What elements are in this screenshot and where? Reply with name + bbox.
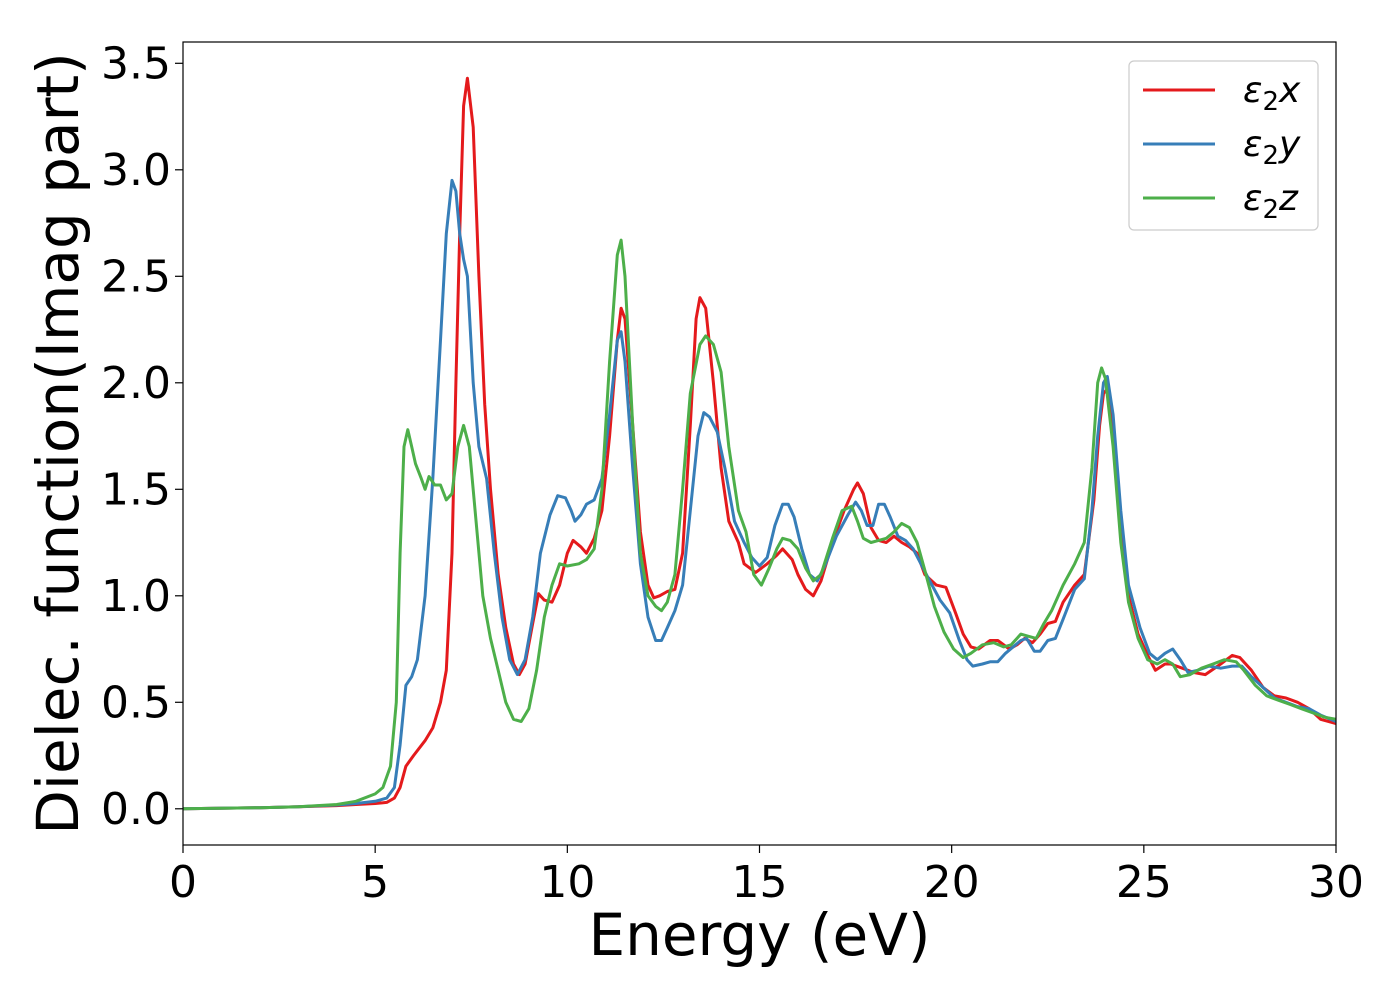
- legend-label: ε2x: [1243, 70, 1301, 117]
- x-tick-label: 5: [361, 857, 389, 908]
- y-tick-label: 3.0: [101, 145, 171, 196]
- series-layer: [183, 76, 1336, 811]
- legend-entry-x: ε2x: [1143, 70, 1301, 117]
- y-axis-ticks: 0.0 0.5 1.0 1.5 2.0 2.5 3.0 3.5: [101, 38, 183, 835]
- x-tick-label: 0: [169, 857, 197, 908]
- legend-box: [1128, 60, 1319, 231]
- legend-entry-y: ε2y: [1143, 124, 1301, 171]
- x-axis-ticks: 0 5 10 15 20 25 30: [169, 845, 1364, 908]
- legend-entries: ε2x ε2y ε2z: [1143, 70, 1301, 225]
- legend-entry-z: ε2z: [1143, 178, 1299, 225]
- y-tick-label: 2.0: [101, 358, 171, 409]
- y-tick-label: 0.5: [101, 677, 171, 728]
- y-axis-title: Dielec. function(Imag part): [24, 52, 92, 835]
- y-tick-label: 1.0: [101, 571, 171, 622]
- x-tick-label: 10: [539, 857, 595, 908]
- x-tick-label: 15: [732, 857, 788, 908]
- x-tick-label: 30: [1308, 857, 1364, 908]
- x-tick-label: 25: [1116, 857, 1172, 908]
- series-line-y: [183, 178, 1336, 811]
- y-tick-label: 2.5: [101, 251, 171, 302]
- y-tick-label: 3.5: [101, 38, 171, 89]
- y-tick-label: 0.0: [101, 784, 171, 835]
- legend-label: ε2y: [1243, 124, 1301, 171]
- x-tick-label: 20: [924, 857, 980, 908]
- series-line-z: [183, 238, 1336, 811]
- y-tick-label: 1.5: [101, 464, 171, 515]
- x-axis-title: Energy (eV): [588, 901, 930, 969]
- legend-label: ε2z: [1243, 178, 1299, 225]
- legend: ε2x ε2y ε2z: [1128, 60, 1319, 231]
